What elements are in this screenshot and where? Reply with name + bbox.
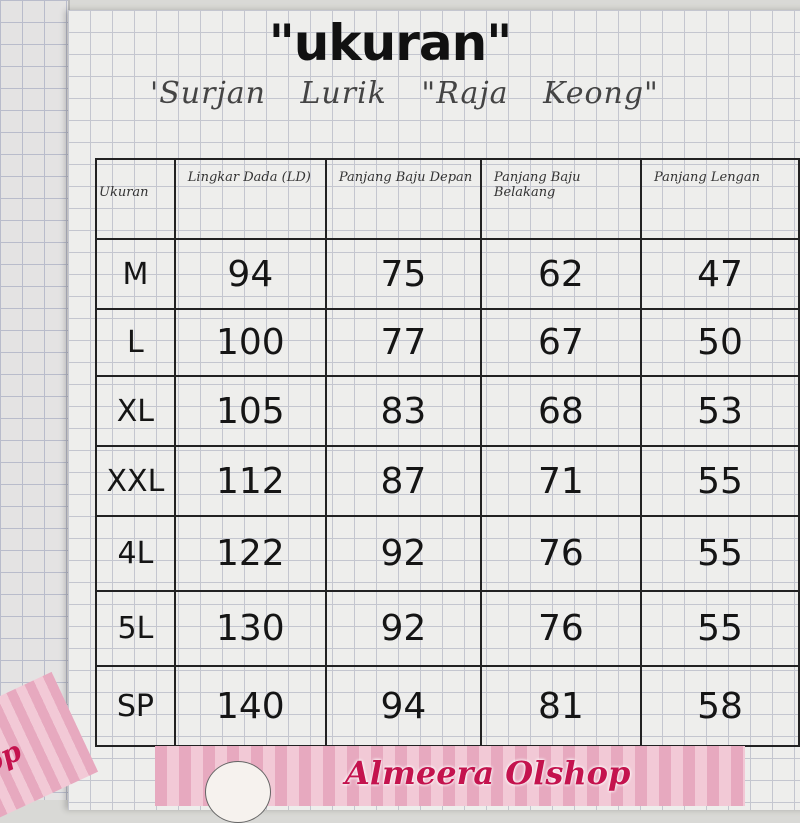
measurement-cell: 87 [324,445,482,517]
measurement-cell: 53 [639,375,800,447]
header-cell: Panjang Baju Depan [324,158,482,240]
table-row: 5L 130 92 76 55 [95,590,800,667]
left-notebook-page [0,0,70,800]
measurement-cell: 112 [173,445,327,517]
subtitle: 'Surjan Lurik "Raja Keong" [150,76,659,111]
size-cell: 4L [95,515,176,592]
title: "ukuran" [268,14,513,72]
header-cell: Lingkar Dada (LD) [173,158,327,240]
measurement-cell: 76 [479,590,642,667]
size-cell: L [95,308,176,377]
table-row: L 100 77 67 50 [95,308,800,377]
measurement-cell: 92 [324,590,482,667]
table-row: M 94 75 62 47 [95,238,800,310]
table-row: 4L 122 92 76 55 [95,515,800,592]
size-cell: 5L [95,590,176,667]
shop-logo [205,761,271,823]
measurement-cell: 94 [173,238,327,310]
measurement-cell: 55 [639,590,800,667]
table-row: XXL 112 87 71 55 [95,445,800,517]
measurement-cell: 71 [479,445,642,517]
measurement-cell: 55 [639,515,800,592]
size-cell: XL [95,375,176,447]
measurement-cell: 92 [324,515,482,592]
measurement-cell: 77 [324,308,482,377]
measurement-cell: 68 [479,375,642,447]
header-row: Ukuran Lingkar Dada (LD) Panjang Baju De… [95,158,800,240]
size-table: Ukuran Lingkar Dada (LD) Panjang Baju De… [95,158,800,747]
table-row: SP 140 94 81 58 [95,665,800,747]
measurement-cell: 83 [324,375,482,447]
table-row: XL 105 83 68 53 [95,375,800,447]
measurement-cell: 50 [639,308,800,377]
header-cell: Panjang Baju Belakang [479,158,642,240]
measurement-cell: 81 [479,665,642,747]
measurement-cell: 105 [173,375,327,447]
measurement-cell: 130 [173,590,327,667]
brand-name: Almeera Olshop [345,754,631,792]
measurement-cell: 47 [639,238,800,310]
measurement-cell: 58 [639,665,800,747]
measurement-cell: 100 [173,308,327,377]
shop-banner: Almeera Olshop [155,746,745,823]
measurement-cell: 76 [479,515,642,592]
measurement-cell: 62 [479,238,642,310]
measurement-cell: 75 [324,238,482,310]
header-cell: Panjang Lengan [639,158,800,240]
size-cell: XXL [95,445,176,517]
measurement-cell: 67 [479,308,642,377]
size-cell: M [95,238,176,310]
measurement-cell: 55 [639,445,800,517]
size-cell: SP [95,665,176,747]
measurement-cell: 140 [173,665,327,747]
measurement-cell: 122 [173,515,327,592]
measurement-cell: 94 [324,665,482,747]
header-cell: Ukuran [95,158,176,240]
